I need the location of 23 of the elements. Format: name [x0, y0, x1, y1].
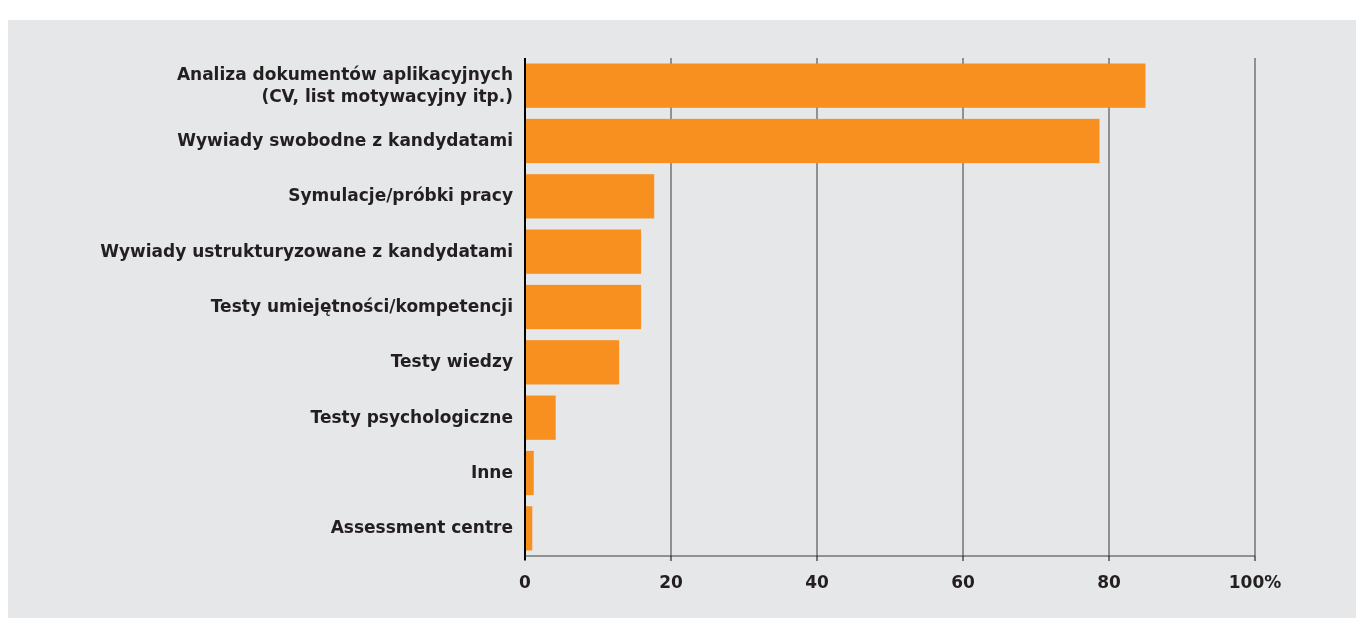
bar [525, 340, 620, 385]
bar [525, 450, 534, 496]
bar [525, 284, 642, 330]
y-tick-label: Analiza dokumentów aplikacyjnych (CV, list motywacyjny itp.) [176, 63, 513, 106]
bar [525, 118, 1100, 164]
bar [525, 229, 642, 274]
x-tick-label: 40 [805, 572, 829, 592]
y-tick-label: Testy wiedzy [390, 351, 513, 372]
x-tick-label: 0 [519, 572, 532, 592]
x-tick-label: 60 [951, 572, 975, 592]
x-tick-label: 100% [1228, 572, 1282, 592]
x-tick-label: 80 [1097, 572, 1121, 592]
y-tick-label: Inne [470, 462, 513, 482]
y-tick-label: Symulacje/próbki pracy [288, 185, 513, 206]
bar [525, 63, 1146, 108]
bar [525, 174, 655, 219]
y-tick-label: Testy psychologiczne [310, 406, 513, 427]
bar [525, 395, 556, 440]
x-tick-label: 20 [659, 572, 683, 592]
y-tick-label: Testy umiejętności/kompetencji [210, 296, 513, 316]
y-tick-label: Wywiady ustrukturyzowane z kandydatami [100, 240, 513, 261]
y-tick-label: Wywiady swobodne z kandydatami [177, 130, 513, 150]
y-tick-label: Assessment centre [330, 517, 513, 538]
